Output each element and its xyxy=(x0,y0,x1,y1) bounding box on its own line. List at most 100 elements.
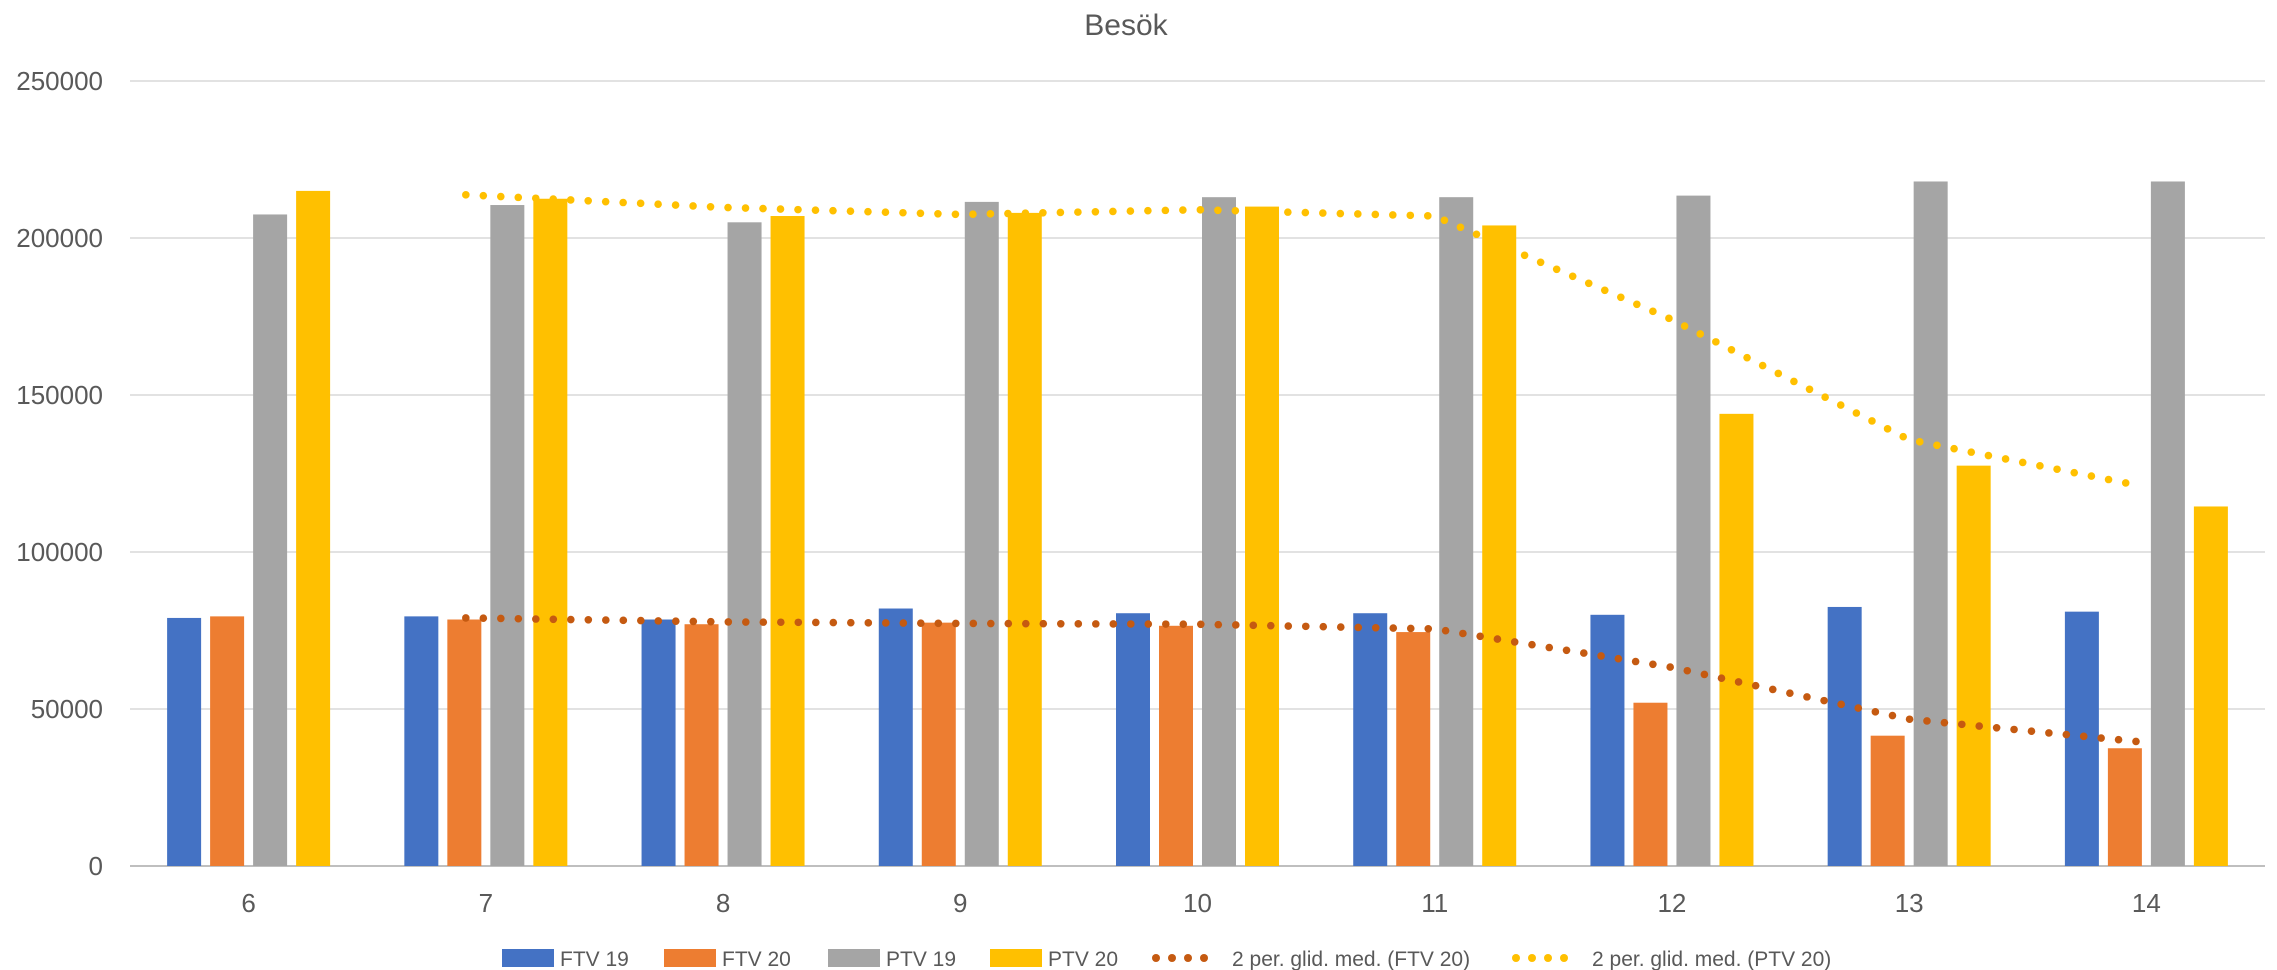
trendline-dot xyxy=(462,614,470,622)
trendline-dot xyxy=(1940,718,1949,727)
trendline-dot xyxy=(951,619,960,628)
trendline-dot xyxy=(2104,475,2113,484)
trendline-dot xyxy=(1536,258,1545,267)
trendline-dot xyxy=(1039,209,1047,217)
trendline-dot xyxy=(1743,353,1751,362)
trendline-dot xyxy=(1161,206,1170,215)
bar xyxy=(1202,197,1236,866)
trendline-dot xyxy=(1144,620,1153,628)
trendline-dot xyxy=(742,618,750,626)
trendline-dot xyxy=(1649,307,1657,316)
trendline-dot xyxy=(1751,681,1760,690)
trendline-dot xyxy=(496,192,505,201)
trendline-dot xyxy=(1717,674,1726,683)
trendline-dot xyxy=(1871,708,1880,716)
trendline-dot xyxy=(881,619,890,627)
trendline-dot xyxy=(986,210,995,218)
legend-label: 2 per. glid. med. (FTV 20) xyxy=(1232,948,1470,970)
bar xyxy=(1827,606,1862,866)
trendline-dot xyxy=(1249,207,1257,216)
trendline-dot xyxy=(1214,620,1223,629)
trendline-dot xyxy=(1493,635,1502,643)
trendline-dot xyxy=(1984,451,1993,460)
trendline-dot xyxy=(1600,286,1609,295)
trendline-dot xyxy=(2036,462,2044,470)
trendline-dot xyxy=(1820,696,1828,705)
legend-swatch xyxy=(664,949,716,967)
bar xyxy=(878,608,913,866)
trendline-dot xyxy=(1614,654,1623,663)
trendline-dot xyxy=(1854,704,1863,712)
trendline-dot xyxy=(1074,208,1082,216)
trendline-dot xyxy=(2053,465,2061,474)
trendline-dot xyxy=(2010,725,2018,734)
trendline-dot xyxy=(1389,211,1397,219)
trendlines xyxy=(462,191,2140,746)
trendline-dot xyxy=(1284,208,1292,216)
trendline-dot xyxy=(1821,393,1829,401)
trendline-dot xyxy=(2001,455,2010,463)
trendline-dot xyxy=(794,205,802,214)
legend-item: 2 per. glid. med. (FTV 20) xyxy=(1152,948,1470,970)
legend-swatch xyxy=(502,949,554,967)
trendline-dot xyxy=(1109,620,1118,628)
trendline-dot xyxy=(934,209,942,218)
trendline-dot xyxy=(1109,207,1117,216)
trendline-dot xyxy=(1899,432,1907,441)
bar xyxy=(1956,465,1991,866)
trendline-dot xyxy=(1488,237,1497,246)
trendline-dot xyxy=(1021,619,1030,628)
trendline-dot xyxy=(1440,216,1449,225)
trendline-dot xyxy=(2087,472,2096,480)
trendline-series xyxy=(462,191,2130,487)
trendline-dot xyxy=(1768,685,1777,694)
trendline-dot xyxy=(1580,649,1588,657)
trendline-dot xyxy=(1915,438,1924,446)
trendline-dot xyxy=(1665,314,1673,323)
legend-swatch-dot xyxy=(1528,954,1536,962)
trendline-dot xyxy=(899,619,908,627)
trendline-dot xyxy=(1196,620,1205,629)
trendline-dot xyxy=(1336,623,1345,631)
trendline-dot xyxy=(479,191,488,200)
y-tick-label: 150000 xyxy=(16,380,103,410)
trendline-dot xyxy=(2097,734,2105,742)
gridlines xyxy=(130,80,2265,867)
legend-swatch-dot xyxy=(1544,954,1552,962)
trendline-dot xyxy=(1021,209,1030,217)
trendline-dot xyxy=(479,614,488,623)
trendline-dot xyxy=(1552,265,1561,274)
trendline-dot xyxy=(2062,730,2071,739)
trendline-dot xyxy=(1712,338,1720,346)
trendline-dot xyxy=(567,615,575,624)
trendline-dot xyxy=(1562,646,1571,655)
trendline-dot xyxy=(514,614,523,623)
trendline-dot xyxy=(811,206,820,214)
trendline-dot xyxy=(759,204,767,213)
trendline-dot xyxy=(724,618,733,626)
trendline-dot xyxy=(1056,208,1065,217)
bar xyxy=(1439,197,1474,866)
trendline-dot xyxy=(602,616,610,624)
trendline-dot xyxy=(899,208,907,217)
trendline-dot xyxy=(1967,448,1976,456)
bar xyxy=(1396,632,1431,866)
trendline-dot xyxy=(916,209,925,218)
trendline-dot xyxy=(776,205,785,213)
trendline-dot xyxy=(1214,206,1222,215)
trendline-dot xyxy=(1406,211,1415,220)
trendline-dot xyxy=(1803,693,1811,701)
trendline-dot xyxy=(1144,206,1152,215)
bar xyxy=(1482,225,1517,866)
x-tick-label: 13 xyxy=(1895,888,1924,918)
trendline-dot xyxy=(969,619,978,628)
trendline-dot xyxy=(951,210,960,219)
legend-swatch-dot xyxy=(1560,954,1568,962)
legend-item: PTV 19 xyxy=(828,948,956,970)
bar xyxy=(2150,181,2185,867)
trendline-dot xyxy=(1266,207,1275,216)
legend-item: FTV 19 xyxy=(502,948,629,970)
trendline-dot xyxy=(1633,300,1641,309)
trendline-dot xyxy=(829,618,838,627)
trendline-dot xyxy=(1249,621,1258,630)
